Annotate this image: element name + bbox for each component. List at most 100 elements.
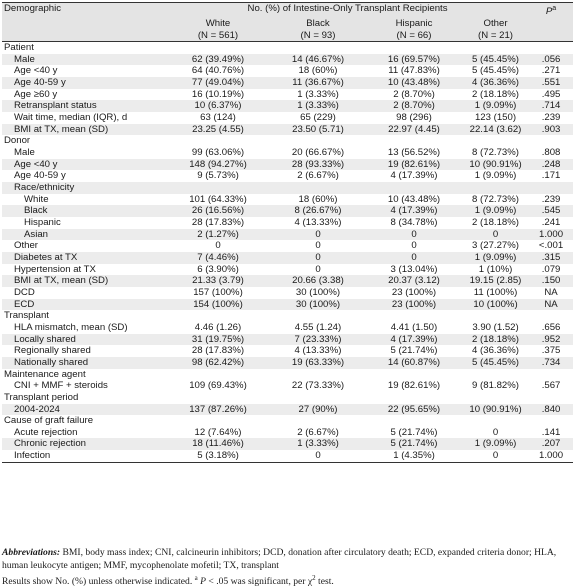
cell-value: 65 (229)	[300, 112, 336, 124]
table-row: Age 40-59 y 9 (5.73%) 2 (6.67%) 4 (17.39%) 1…	[2, 170, 573, 182]
cell-value: 1 (9.09%)	[462, 438, 530, 451]
cell-value: 11 (36.67%)	[270, 77, 366, 89]
row-label: Acute rejection	[14, 426, 78, 438]
cell-value: 0	[315, 263, 321, 275]
p-value: .056	[529, 53, 574, 66]
cell-value: 19.15 (2.85)	[462, 275, 530, 287]
table-row: Infection 5 (3.18%) 0 1 (4.35%) 0 1.000	[2, 450, 574, 463]
p-value: .241	[541, 217, 561, 228]
row-label: Race/ethnicity	[2, 182, 166, 194]
cell-value: 14 (60.87%)	[366, 356, 462, 369]
p-header: Pa	[529, 1, 574, 18]
table-row: Regionally shared 28 (17.83%) 4 (13.33%) 5 …	[2, 345, 573, 357]
table-row: Acute rejection 12 (7.64%) 2 (6.67%) 5 (21.…	[2, 427, 573, 439]
table-row: Race/ethnicity	[2, 182, 574, 194]
row-label: Other	[14, 240, 38, 252]
table-row: Black 26 (16.56%) 8 (26.67%) 4 (17.39%) 1 (9…	[2, 205, 574, 217]
cell-value: 4 (13.33%)	[294, 345, 342, 357]
cell-value: 18 (60%)	[298, 193, 338, 205]
row-label: Male	[2, 53, 166, 66]
row-label: Age <40 y	[2, 158, 166, 171]
row-label: DCD	[14, 286, 35, 298]
cell-value: 64 (40.76%)	[191, 65, 245, 77]
table-row: Wait time, median (IQR), d 63 (124) 65 (22…	[2, 112, 573, 124]
cell-value: 2 (18.18%)	[472, 88, 519, 100]
cell-value: 2 (6.67%)	[297, 426, 339, 438]
table-row: Chronic rejection 18 (11.46%) 1 (3.33%) 5 (…	[2, 438, 574, 451]
p-value: .545	[529, 205, 574, 217]
cell-value: 8 (26.67%)	[270, 205, 366, 217]
table-row: Male 99 (63.06%) 20 (66.67%) 13 (56.52%) 8 (…	[2, 147, 573, 159]
cell-value: 0	[315, 240, 321, 252]
table-row: Age ≥60 y 16 (10.19%) 1 (3.33%) 2 (8.70%) 2 …	[2, 89, 573, 101]
row-label: Retransplant status	[2, 100, 166, 113]
cell-value: 7 (4.46%)	[166, 251, 270, 264]
cell-value: 23 (100%)	[391, 286, 437, 298]
cell-value: 0	[492, 426, 499, 438]
cell-value: 0	[270, 228, 366, 241]
row-label: Age 40-59 y	[14, 170, 66, 182]
row-label: Asian	[2, 228, 166, 241]
table-row: Age <40 y 64 (40.76%) 18 (60%) 11 (47.83%) 5…	[2, 65, 573, 77]
cell-value: 0	[215, 240, 221, 252]
cell-value: 99 (63.06%)	[191, 147, 245, 159]
p-value: .375	[541, 345, 561, 357]
table-row: Age <40 y 148 (94.27%) 28 (93.33%) 19 (82.6…	[2, 158, 574, 171]
cell-value: 10 (43.48%)	[366, 77, 462, 89]
section-label: Cause of graft failure	[4, 415, 94, 427]
cell-value: 18 (60%)	[298, 65, 338, 77]
p-value: .271	[541, 65, 561, 77]
cell-value: 10 (6.37%)	[166, 100, 270, 113]
cell-value: 20.66 (3.38)	[270, 275, 366, 287]
cell-value: 109 (69.43%)	[189, 380, 247, 392]
cell-value: 4.41 (1.50)	[390, 321, 438, 333]
cell-value: 6 (3.90%)	[197, 263, 239, 275]
section-row: Transplant	[2, 310, 573, 322]
section-label: Donor	[4, 135, 31, 147]
cell-value: 2 (6.67%)	[297, 170, 339, 182]
cell-value: 19 (63.33%)	[270, 356, 366, 369]
row-label: Chronic rejection	[2, 438, 166, 451]
section-row: Patient	[2, 42, 573, 54]
row-label: Hispanic	[24, 217, 61, 228]
cell-value: 137 (87.26%)	[166, 403, 270, 416]
cell-value: 3 (27.27%)	[472, 240, 519, 252]
cell-value: 1 (9.09%)	[462, 251, 530, 264]
section-row: Cause of graft failure	[2, 415, 573, 427]
results-note: Results show No. (%) unless otherwise in…	[2, 574, 334, 588]
row-label: Age 40-59 y	[2, 77, 166, 89]
col-black-header: Black (N = 93)	[270, 17, 366, 43]
cell-value: 4 (36.36%)	[462, 77, 530, 89]
cell-value: 19 (82.61%)	[387, 380, 441, 392]
cell-value: 63 (124)	[200, 112, 236, 124]
cell-value: 22.97 (4.45)	[366, 123, 462, 136]
row-label: Infection	[2, 450, 166, 463]
cell-value: 0	[270, 450, 366, 463]
cell-value: 30 (100%)	[270, 298, 366, 311]
col-hispanic-header: Hispanic (N = 66)	[366, 17, 462, 43]
cell-value: 2 (1.27%)	[166, 228, 270, 241]
p-value: .150	[529, 275, 574, 287]
cell-value: 101 (64.33%)	[189, 193, 247, 205]
cell-value: 5 (45.45%)	[472, 65, 519, 77]
cell-value: 21.33 (3.79)	[166, 275, 270, 287]
cell-value: 9 (5.73%)	[197, 170, 239, 182]
cell-value: 1 (9.09%)	[474, 170, 517, 182]
cell-value: 1 (9.09%)	[462, 205, 530, 217]
p-value	[529, 182, 574, 194]
row-label: BMI at TX, mean (SD)	[2, 275, 166, 287]
demographic-header: Demographic	[2, 1, 166, 18]
row-label: Locally shared	[2, 333, 166, 346]
row-label: CNI + MMF + steroids	[14, 380, 108, 392]
p-value: .840	[529, 403, 574, 416]
cell-value: 8 (34.78%)	[390, 217, 438, 228]
footnote: Abbreviations: BMI, body mass index; CNI…	[2, 546, 573, 588]
cell-value: 22 (95.65%)	[366, 403, 462, 416]
row-label: Hypertension at TX	[14, 263, 96, 275]
cell-value: 154 (100%)	[166, 298, 270, 311]
table-row: Locally shared 31 (19.75%) 7 (23.33%) 4 (17…	[2, 333, 574, 346]
p-value: .952	[529, 333, 574, 346]
table-row: Asian 2 (1.27%) 0 0 0 1.000	[2, 228, 574, 241]
row-label: 2004-2024	[2, 403, 166, 416]
